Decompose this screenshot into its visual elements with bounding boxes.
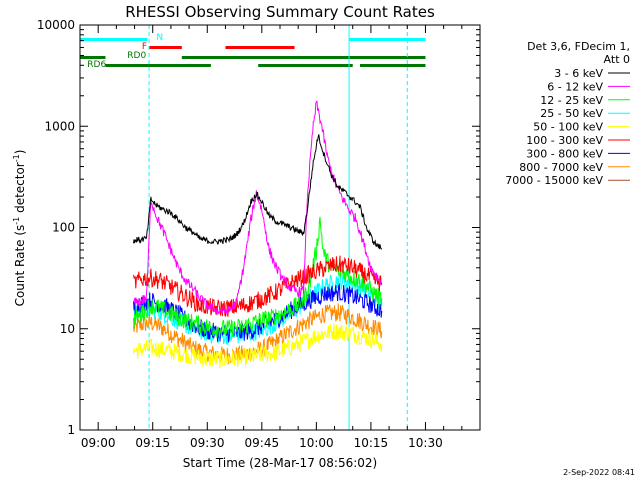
legend-header-1: Det 3,6, FDecim 1, [527, 40, 630, 53]
y-tick-label: 1 [67, 423, 75, 437]
legend-label: 800 - 7000 keV [519, 161, 603, 174]
y-tick-label: 10000 [37, 18, 75, 32]
flag-bar-rd0 [80, 56, 106, 59]
series-line-4 [133, 323, 383, 369]
series-lines [133, 100, 383, 369]
flag-label-n: N [156, 33, 163, 43]
x-tick-label: 10:00 [299, 436, 334, 450]
x-tick-labels: 09:00 09:15 09:30 09:45 10:00 10:15 10:30 [81, 436, 443, 450]
y-tick-label: 1000 [44, 119, 75, 133]
flag-bar-n [80, 38, 148, 41]
flag-bar-rd6 [105, 64, 211, 67]
axes [79, 24, 481, 431]
x-tick-label: 09:45 [245, 436, 280, 450]
series-line-1 [133, 100, 383, 316]
x-tick-label: 10:15 [354, 436, 389, 450]
legend-label: 6 - 12 keV [547, 80, 603, 93]
legend-label: 12 - 25 keV [540, 94, 603, 107]
legend-label: 3 - 6 keV [554, 67, 603, 80]
y-tick-labels: 1 10 100 1000 10000 [37, 18, 75, 437]
flag-label-rd0: RD0 [127, 51, 146, 61]
x-tick-label: 09:30 [190, 436, 225, 450]
flag-label-rd6: RD6 [87, 60, 106, 70]
flag-bar-f [149, 46, 182, 49]
legend-label: 25 - 50 keV [540, 107, 603, 120]
flag-bar-rd6 [360, 64, 426, 67]
flag-bar-rd0 [181, 56, 426, 59]
y-axis-label: Count Rate (s-1 detector-1) [12, 150, 27, 307]
flag-bar-f [225, 46, 295, 49]
y-tick-label: 10 [60, 322, 75, 336]
legend-label: 100 - 300 keV [526, 134, 603, 147]
chart-title: RHESSI Observing Summary Count Rates [125, 3, 435, 21]
y-tick-label: 100 [52, 221, 75, 235]
legend-label: 7000 - 15000 keV [505, 174, 603, 187]
plot-frame [79, 24, 481, 431]
legend-label: 300 - 800 keV [526, 147, 603, 160]
flag-label-f: F [142, 42, 147, 52]
series-line-0 [133, 134, 383, 250]
generation-timestamp: 2-Sep-2022 08:41 [563, 468, 635, 477]
flag-bar-rd6 [258, 64, 353, 67]
legend-label: 50 - 100 keV [533, 121, 603, 134]
x-axis-label: Start Time (28-Mar-17 08:56:02) [183, 456, 377, 470]
series-line-5 [133, 255, 383, 317]
x-tick-label: 10:30 [408, 436, 443, 450]
flag-bar-n [349, 38, 426, 41]
x-tick-label: 09:00 [81, 436, 116, 450]
x-tick-label: 09:15 [135, 436, 170, 450]
legend-header-2: Att 0 [604, 53, 630, 66]
series-line-2 [133, 216, 383, 338]
